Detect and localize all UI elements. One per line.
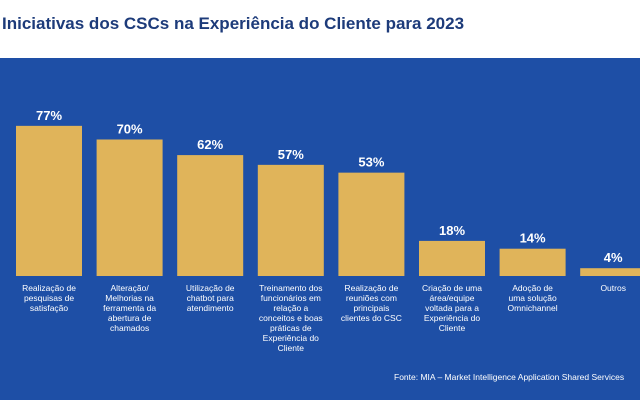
bar-6 [419,240,485,276]
category-label-2: Alteração/Melhorias na ferramenta da abert… [103,283,156,333]
bar-4 [257,164,324,276]
value-label-6: 18% [439,223,465,238]
value-label-2: 70% [117,122,143,137]
bar-5 [338,172,405,276]
title-bar: Iniciativas dos CSCs na Experiência do C… [0,0,640,58]
value-label-3: 62% [197,137,223,152]
category-label-7: Adoção de uma solução Omnichannel [508,283,558,313]
category-label-1: Realização de pesquisas de satisfação [22,283,76,313]
bar-2 [96,139,163,276]
category-label-3: Utilização de chatbot para atendimento [186,283,235,313]
chart-title: Iniciativas dos CSCs na Experiência do C… [2,14,465,33]
category-label-8: Outros [600,283,626,293]
value-label-8: 4% [604,250,623,265]
category-label-5: Realização de reuniões com principais clien… [341,283,402,323]
value-label-4: 57% [278,147,304,162]
value-label-1: 77% [36,108,62,123]
bar-7 [499,248,566,276]
bar-8 [580,268,640,276]
bar-1 [16,125,82,276]
value-label-5: 53% [358,155,384,170]
value-label-7: 14% [520,231,546,246]
bar-chart: 77% Realização de pesquisas de satisfação 70… [16,108,640,353]
bar-3 [177,155,244,276]
source-note: Fonte: MIA – Market Intelligence Applica… [394,372,625,382]
